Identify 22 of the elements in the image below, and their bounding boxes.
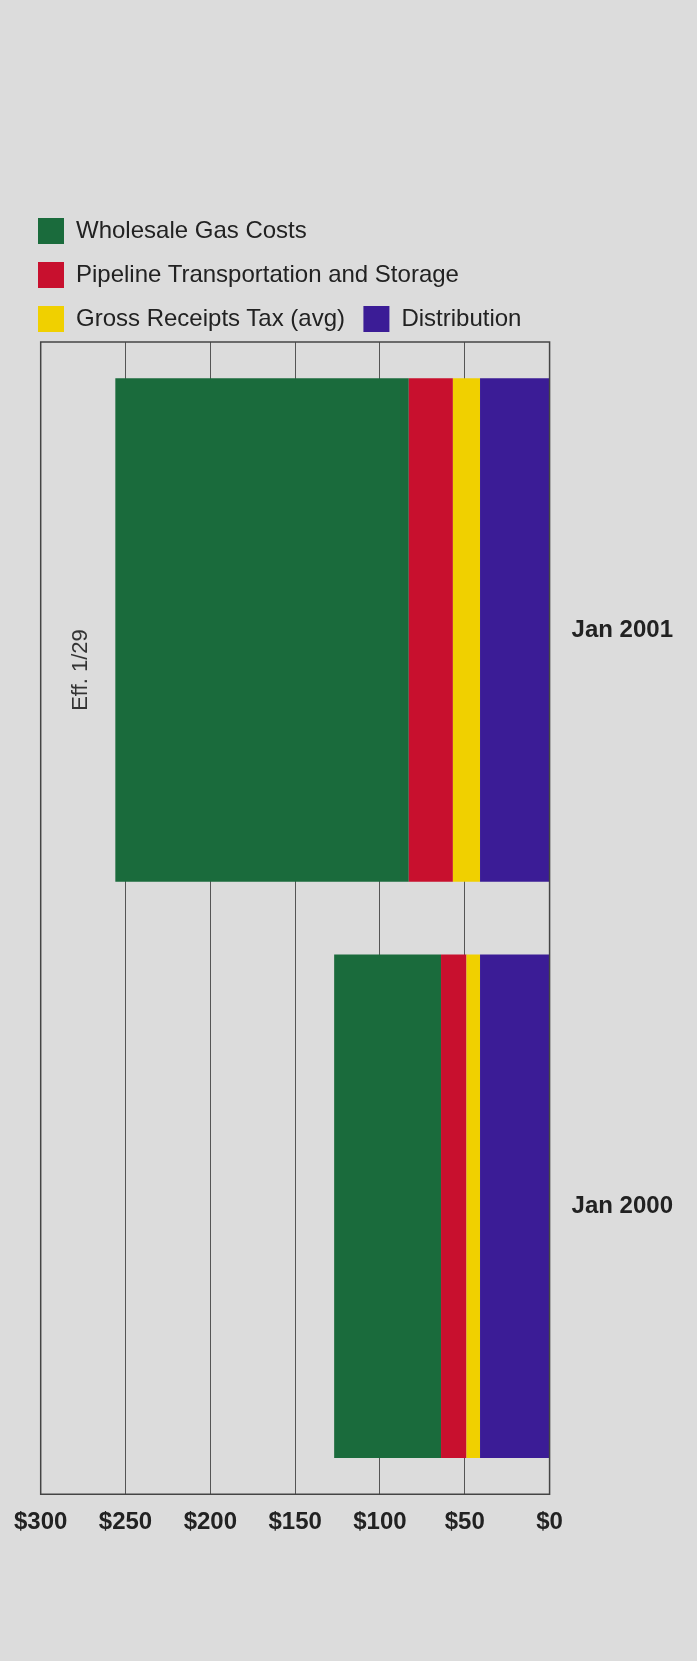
x-tick-label: $200 (183, 1507, 238, 1535)
bar (466, 954, 481, 1458)
bar (334, 954, 442, 1458)
bar (480, 954, 550, 1458)
bar (441, 954, 467, 1458)
legend-label: Distribution (401, 303, 522, 331)
bar (480, 378, 550, 882)
y-tick-label: Jan 2001 (571, 614, 674, 642)
legend-label: Gross Receipts Tax (avg) (76, 303, 345, 331)
bar (452, 378, 481, 882)
legend-label: Pipeline Transportation and Storage (76, 259, 459, 287)
x-tick-label: $50 (444, 1507, 485, 1535)
x-tick-label: $250 (98, 1507, 153, 1535)
x-tick-label: $300 (14, 1507, 68, 1535)
legend-label: Wholesale Gas Costs (76, 215, 307, 243)
bar (408, 378, 453, 882)
y-tick-label: Jan 2000 (571, 1190, 674, 1218)
bar (115, 378, 409, 882)
annotation: Eff. 1/29 (66, 629, 92, 711)
x-tick-label: $100 (353, 1507, 407, 1535)
x-tick-label: $0 (536, 1507, 563, 1535)
x-tick-label: $150 (268, 1507, 322, 1535)
